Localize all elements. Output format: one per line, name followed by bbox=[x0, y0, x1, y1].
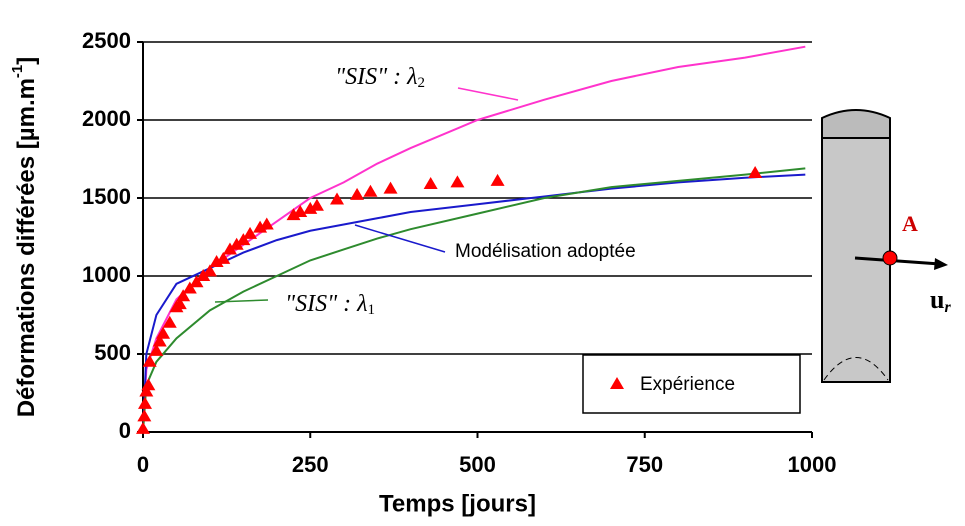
data-point bbox=[286, 208, 301, 221]
legend-marker bbox=[610, 377, 624, 389]
annotation-text: Modélisation adoptée bbox=[455, 241, 636, 262]
x-tick-label: 250 bbox=[292, 452, 329, 477]
data-point bbox=[253, 220, 268, 233]
data-point bbox=[142, 354, 157, 367]
data-point bbox=[139, 384, 154, 397]
y-tick-label: 500 bbox=[94, 340, 131, 365]
y-label-text: Déformations différées [µm.m bbox=[13, 78, 40, 417]
data-point bbox=[176, 289, 191, 302]
cylinder-diagram: A ur bbox=[821, 109, 951, 383]
y-axis-label: Déformations différées [µm.m-1] bbox=[9, 57, 40, 418]
data-point bbox=[423, 176, 438, 189]
y-tick-label: 1000 bbox=[82, 262, 131, 287]
data-point bbox=[383, 181, 398, 194]
data-point bbox=[209, 254, 224, 267]
data-point bbox=[152, 334, 167, 347]
data-point bbox=[309, 198, 324, 211]
data-point bbox=[156, 326, 171, 339]
series-line bbox=[142, 45, 806, 433]
annotation-text: "SIS" : λ bbox=[285, 291, 368, 317]
data-point bbox=[229, 237, 244, 250]
data-point bbox=[216, 251, 231, 264]
annotation: "SIS" : λ1 bbox=[285, 291, 375, 319]
y-tick-label: 2000 bbox=[82, 106, 131, 131]
data-point bbox=[196, 269, 211, 281]
annotation: "SIS" : λ2 bbox=[335, 64, 425, 92]
legend-label: Expérience bbox=[640, 374, 735, 395]
x-tick-label: 500 bbox=[459, 452, 496, 477]
data-point bbox=[236, 233, 251, 246]
vector-head bbox=[934, 258, 948, 270]
data-point bbox=[490, 173, 505, 186]
vector-line bbox=[854, 256, 941, 266]
data-point bbox=[162, 315, 177, 328]
vector-label: ur bbox=[930, 285, 951, 316]
data-point bbox=[748, 166, 763, 179]
cylinder-cap bbox=[821, 109, 891, 139]
y-tick-label: 0 bbox=[119, 418, 131, 443]
data-point bbox=[259, 217, 274, 230]
vector-subscript: r bbox=[944, 299, 951, 316]
data-point bbox=[293, 205, 308, 218]
data-point bbox=[137, 409, 152, 422]
data-point bbox=[243, 226, 258, 239]
data-point bbox=[450, 175, 465, 188]
annotation-leader bbox=[214, 299, 269, 303]
data-point bbox=[182, 281, 197, 294]
data-point bbox=[222, 242, 237, 255]
y-tick-label: 2500 bbox=[82, 28, 131, 53]
annotation-leader bbox=[457, 87, 519, 101]
data-point bbox=[172, 297, 187, 310]
series-line bbox=[142, 173, 806, 433]
data-point bbox=[202, 264, 217, 277]
x-tick-label: 1000 bbox=[788, 452, 837, 477]
data-point bbox=[330, 192, 345, 205]
x-axis-label: Temps [jours] bbox=[379, 490, 536, 517]
point-label: A bbox=[902, 211, 918, 236]
y-label-sup: -1 bbox=[9, 65, 26, 78]
series-line bbox=[142, 167, 806, 433]
data-point bbox=[189, 275, 204, 288]
y-tick-label: 1500 bbox=[82, 184, 131, 209]
x-tick-label: 0 bbox=[137, 452, 149, 477]
annotation-leader bbox=[354, 224, 446, 253]
data-point bbox=[350, 187, 365, 200]
point-marker bbox=[882, 250, 898, 266]
cylinder-base bbox=[823, 357, 889, 381]
data-point bbox=[363, 184, 378, 197]
data-point bbox=[149, 343, 164, 356]
vector-name: u bbox=[930, 285, 944, 314]
annotation-subscript: 2 bbox=[418, 75, 426, 91]
data-point bbox=[141, 378, 156, 391]
data-point bbox=[138, 396, 153, 409]
annotation-text: "SIS" : λ bbox=[335, 64, 418, 90]
data-point bbox=[303, 201, 318, 214]
x-tick-label: 750 bbox=[626, 452, 663, 477]
annotation: Modélisation adoptée bbox=[455, 241, 636, 262]
data-point bbox=[136, 421, 150, 434]
annotation-subscript: 1 bbox=[368, 302, 376, 318]
y-label-suffix: ] bbox=[13, 57, 40, 65]
